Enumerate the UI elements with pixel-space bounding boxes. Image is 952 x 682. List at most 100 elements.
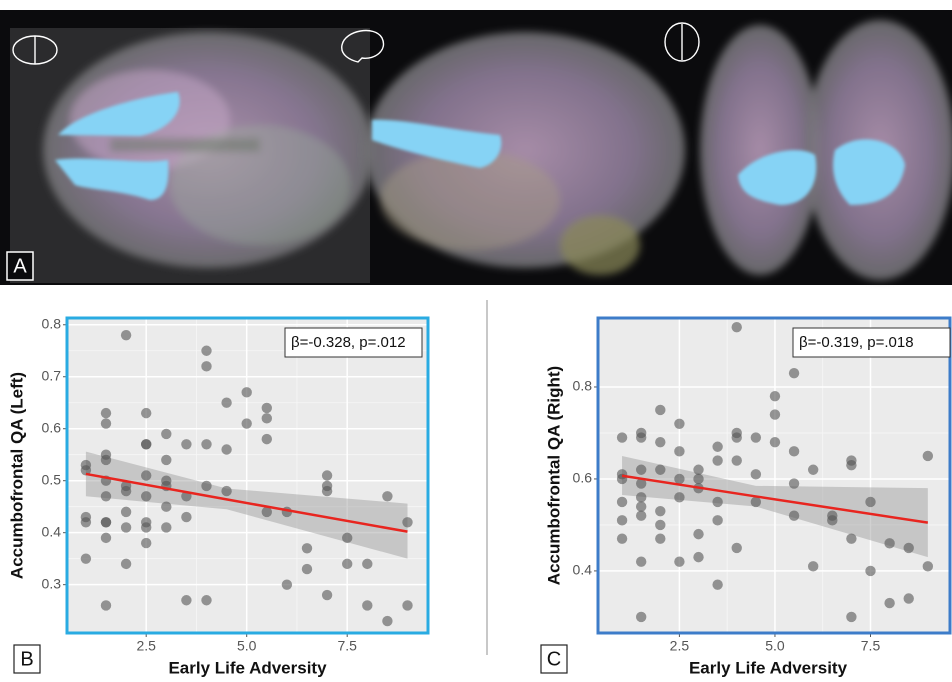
- data-point: [402, 517, 412, 527]
- data-point: [674, 557, 684, 567]
- data-point: [302, 543, 312, 553]
- data-point: [342, 559, 352, 569]
- data-point: [674, 446, 684, 456]
- data-point: [221, 486, 231, 496]
- data-point: [141, 408, 151, 418]
- data-point: [262, 434, 272, 444]
- data-point: [201, 439, 211, 449]
- data-point: [141, 491, 151, 501]
- data-point: [101, 600, 111, 610]
- y-axis-label: Accumbofrontal QA (Right): [544, 366, 563, 585]
- data-point: [141, 538, 151, 548]
- data-point: [655, 405, 665, 415]
- data-point: [101, 455, 111, 465]
- data-point: [141, 439, 151, 449]
- data-point: [751, 469, 761, 479]
- data-point: [201, 595, 211, 605]
- y-tick-label: 0.8: [42, 315, 62, 331]
- data-point: [693, 474, 703, 484]
- data-point: [201, 346, 211, 356]
- data-point: [262, 413, 272, 423]
- data-point: [121, 559, 131, 569]
- data-point: [382, 491, 392, 501]
- panel-label: B: [20, 648, 33, 670]
- y-tick-label: 0.6: [573, 470, 593, 486]
- data-point: [732, 432, 742, 442]
- data-point: [865, 566, 875, 576]
- data-point: [636, 492, 646, 502]
- panel-label: A: [13, 255, 27, 277]
- data-point: [732, 543, 742, 553]
- data-point: [617, 432, 627, 442]
- brain-axial: [43, 32, 373, 268]
- data-point: [636, 612, 646, 622]
- data-point: [751, 432, 761, 442]
- x-tick-label: 2.5: [670, 638, 690, 654]
- y-axis-label: Accumbofrontal QA (Left): [7, 372, 26, 579]
- x-axis-label: Early Life Adversity: [168, 658, 327, 677]
- data-point: [181, 512, 191, 522]
- data-point: [617, 497, 627, 507]
- data-point: [789, 368, 799, 378]
- data-point: [121, 522, 131, 532]
- data-point: [789, 478, 799, 488]
- data-point: [712, 497, 722, 507]
- data-point: [693, 465, 703, 475]
- data-point: [808, 465, 818, 475]
- data-point: [262, 403, 272, 413]
- data-point: [636, 511, 646, 521]
- data-point: [674, 492, 684, 502]
- data-point: [712, 442, 722, 452]
- data-point: [362, 600, 372, 610]
- data-point: [636, 432, 646, 442]
- data-point: [101, 491, 111, 501]
- data-point: [884, 598, 894, 608]
- data-point: [789, 511, 799, 521]
- y-tick-label: 0.7: [42, 367, 62, 383]
- data-point: [712, 580, 722, 590]
- data-point: [101, 533, 111, 543]
- data-point: [751, 497, 761, 507]
- y-tick-label: 0.8: [573, 378, 593, 394]
- data-point: [904, 543, 914, 553]
- data-point: [101, 418, 111, 428]
- data-point: [161, 501, 171, 511]
- data-point: [674, 419, 684, 429]
- data-point: [201, 361, 211, 371]
- x-tick-label: 2.5: [136, 638, 156, 654]
- data-point: [770, 437, 780, 447]
- data-point: [181, 439, 191, 449]
- panel-label: C: [547, 648, 561, 670]
- data-point: [402, 600, 412, 610]
- data-point: [655, 534, 665, 544]
- data-point: [846, 612, 856, 622]
- data-point: [923, 561, 933, 571]
- figure: A 2.55.07.50.30.40.50.60.70.8β=-0.328, p…: [0, 0, 952, 682]
- data-point: [141, 470, 151, 480]
- data-point: [693, 552, 703, 562]
- data-point: [770, 409, 780, 419]
- y-tick-label: 0.4: [42, 523, 62, 539]
- data-point: [655, 506, 665, 516]
- data-point: [181, 595, 191, 605]
- data-point: [770, 391, 780, 401]
- data-point: [655, 437, 665, 447]
- data-point: [101, 517, 111, 527]
- data-point: [322, 590, 332, 600]
- y-tick-label: 0.6: [42, 419, 62, 435]
- data-point: [241, 387, 251, 397]
- data-point: [617, 534, 627, 544]
- data-point: [655, 465, 665, 475]
- data-point: [636, 557, 646, 567]
- data-point: [121, 330, 131, 340]
- data-point: [121, 486, 131, 496]
- data-point: [789, 446, 799, 456]
- data-point: [923, 451, 933, 461]
- x-tick-label: 7.5: [337, 638, 357, 654]
- data-point: [141, 522, 151, 532]
- data-point: [636, 465, 646, 475]
- data-point: [101, 408, 111, 418]
- data-point: [322, 486, 332, 496]
- data-point: [362, 559, 372, 569]
- data-point: [201, 481, 211, 491]
